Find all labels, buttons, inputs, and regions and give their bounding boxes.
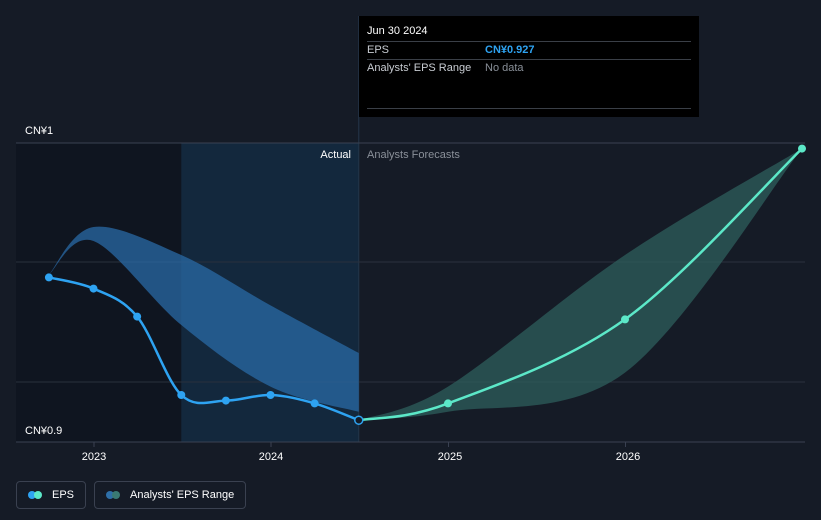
legend-item-eps[interactable]: EPS bbox=[16, 481, 87, 509]
legend-item-eps-range[interactable]: Analysts' EPS Range bbox=[94, 481, 247, 509]
x-tick-label-2026: 2026 bbox=[616, 451, 640, 463]
x-tick-label-2023: 2023 bbox=[82, 451, 106, 463]
tooltip-range-value: No data bbox=[485, 62, 524, 74]
tooltip-eps-value: CN¥0.927 bbox=[485, 44, 535, 56]
eps-point-layer bbox=[44, 144, 806, 425]
eps-actual-point bbox=[133, 312, 142, 321]
eps-forecast-point bbox=[798, 144, 806, 153]
actual-section-label: Actual bbox=[320, 149, 351, 161]
eps-range-layer bbox=[48, 148, 802, 421]
eps-range-swatch-icon bbox=[106, 491, 122, 499]
tooltip-eps-label: EPS bbox=[367, 44, 390, 56]
eps-forecast-point bbox=[621, 315, 629, 324]
hover-tooltip: Jun 30 2024 EPS CN¥0.927 Analysts' EPS R… bbox=[359, 16, 699, 117]
chart-background-layer bbox=[16, 16, 360, 442]
eps-actual-point bbox=[266, 391, 275, 399]
eps-range-band-forecast bbox=[358, 148, 802, 421]
eps-forecast-point bbox=[444, 399, 452, 408]
eps-actual-point bbox=[310, 399, 319, 408]
eps-line-layer bbox=[48, 147, 803, 422]
eps-actual-line bbox=[48, 276, 360, 422]
y-axis-label-bottom: CN¥0.9 bbox=[25, 425, 62, 437]
tooltip-date: Jun 30 2024 bbox=[367, 25, 428, 37]
legend-eps-range-label: Analysts' EPS Range bbox=[130, 489, 235, 501]
tooltip-range-row: Analysts' EPS Range No data bbox=[367, 59, 691, 77]
tooltip-eps-row: EPS CN¥0.927 bbox=[367, 41, 691, 59]
y-axis-label-top: CN¥1 bbox=[25, 125, 53, 137]
eps-actual-point bbox=[177, 391, 186, 399]
tooltip-divider bbox=[367, 108, 691, 109]
x-tick-label-2025: 2025 bbox=[438, 451, 462, 463]
forecast-section-label: Analysts Forecasts bbox=[367, 149, 460, 161]
eps-forecast-line bbox=[358, 147, 803, 422]
chart-legend: EPS Analysts' EPS Range bbox=[16, 481, 247, 509]
x-tick-label-2024: 2024 bbox=[259, 451, 283, 463]
eps-actual-point bbox=[44, 273, 53, 282]
legend-eps-label: EPS bbox=[52, 489, 75, 501]
eps-swatch-icon bbox=[28, 491, 44, 499]
eps-actual-point bbox=[89, 284, 98, 293]
eps-actual-point bbox=[221, 396, 230, 405]
eps-range-band-historic bbox=[48, 226, 359, 412]
tooltip-range-label: Analysts' EPS Range bbox=[367, 62, 472, 74]
highlighted-eps-point bbox=[354, 415, 364, 425]
